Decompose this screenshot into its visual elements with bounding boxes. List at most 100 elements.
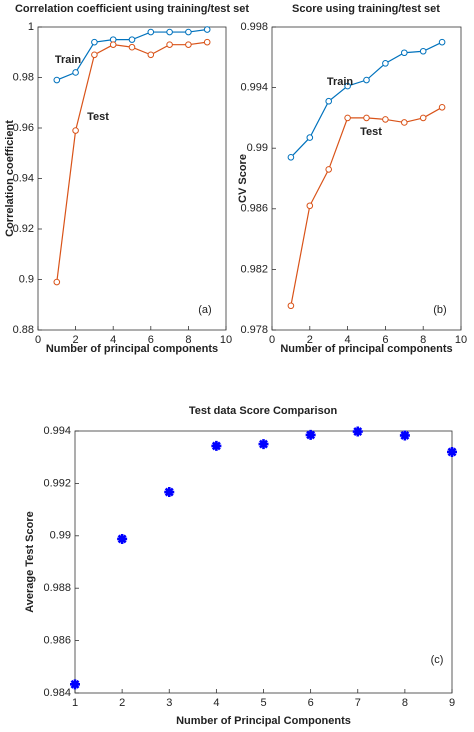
point xyxy=(203,38,211,46)
x-tick-label: 0 xyxy=(269,334,275,346)
y-tick-label: 0.94 xyxy=(13,172,34,184)
series-label: Test xyxy=(87,111,109,123)
point xyxy=(117,533,128,544)
point xyxy=(382,60,389,67)
y-tick-label: 0.986 xyxy=(43,635,71,647)
point xyxy=(166,28,173,36)
x-tick-label: 6 xyxy=(382,334,388,346)
point xyxy=(91,51,98,59)
plot-frame xyxy=(74,430,453,694)
y-axis-label: Correlation coefficient xyxy=(4,120,16,237)
series-label: Test xyxy=(360,126,382,138)
plot-frame xyxy=(271,26,462,331)
x-tick-label: 3 xyxy=(166,697,172,709)
point xyxy=(128,43,136,51)
y-tick-label: 0.988 xyxy=(43,582,71,594)
point xyxy=(70,679,80,690)
point xyxy=(344,82,351,90)
y-tick-label: 0.994 xyxy=(240,82,268,94)
point xyxy=(306,134,314,141)
point xyxy=(344,114,351,122)
x-tick-label: 6 xyxy=(308,697,314,709)
point xyxy=(258,439,269,450)
point xyxy=(419,47,427,55)
point xyxy=(128,36,136,43)
y-tick-label: 0.92 xyxy=(13,223,34,235)
y-tick-label: 0.986 xyxy=(240,203,268,215)
y-tick-label: 0.99 xyxy=(50,530,71,542)
y-tick-label: 0.96 xyxy=(13,122,34,134)
point xyxy=(447,446,457,457)
point xyxy=(401,119,408,126)
plot-frame xyxy=(37,26,227,331)
point xyxy=(401,49,408,57)
y-axis-label: CV Score xyxy=(237,154,249,203)
point xyxy=(166,41,173,48)
x-axis-label: Number of Principal Components xyxy=(176,715,351,727)
y-tick-label: 0.99 xyxy=(247,142,268,154)
x-tick-label: 10 xyxy=(455,334,467,346)
annotation: (b) xyxy=(433,304,446,316)
annotation: (c) xyxy=(431,654,444,666)
point xyxy=(306,202,314,210)
series-label: Train xyxy=(327,76,354,88)
point xyxy=(399,430,410,441)
point xyxy=(363,76,370,84)
point xyxy=(419,114,427,122)
x-tick-label: 7 xyxy=(355,697,361,709)
point xyxy=(325,166,333,173)
x-tick-label: 8 xyxy=(402,697,408,709)
x-tick-label: 4 xyxy=(213,697,219,709)
point xyxy=(164,487,175,498)
y-tick-label: 0.978 xyxy=(240,324,268,336)
x-tick-label: 10 xyxy=(220,334,232,346)
point xyxy=(287,302,295,310)
y-tick-label: 0.9 xyxy=(19,273,34,285)
x-tick-label: 6 xyxy=(148,334,154,346)
point xyxy=(325,97,333,105)
y-tick-label: 0.982 xyxy=(240,263,268,275)
point xyxy=(352,426,363,437)
point xyxy=(109,41,117,48)
chart-title: Correlation coefficient using training/t… xyxy=(15,3,249,15)
x-tick-label: 1 xyxy=(72,697,78,709)
point xyxy=(305,429,316,440)
point xyxy=(185,28,192,36)
y-tick-label: 0.998 xyxy=(240,21,268,33)
point xyxy=(53,76,61,84)
annotation: (a) xyxy=(198,304,211,316)
point xyxy=(382,116,389,123)
x-tick-label: 9 xyxy=(449,697,455,709)
y-axis-label: Average Test Score xyxy=(24,511,36,613)
x-axis-label: Number of principal components xyxy=(280,343,452,355)
point xyxy=(185,41,192,48)
point xyxy=(53,278,61,286)
x-tick-label: 8 xyxy=(420,334,426,346)
y-tick-label: 0.994 xyxy=(43,425,71,437)
y-tick-label: 0.992 xyxy=(43,477,71,489)
point xyxy=(203,26,211,33)
x-tick-label: 2 xyxy=(119,697,125,709)
point xyxy=(438,38,446,46)
y-tick-label: 0.88 xyxy=(13,324,34,336)
series-line xyxy=(290,41,443,158)
x-tick-label: 5 xyxy=(260,697,266,709)
x-tick-label: 4 xyxy=(345,334,351,346)
point xyxy=(147,51,155,59)
chart-title: Score using training/test set xyxy=(292,3,440,15)
x-tick-label: 2 xyxy=(307,334,313,346)
y-tick-label: 1 xyxy=(28,21,34,33)
point xyxy=(287,153,295,161)
point xyxy=(91,38,98,46)
y-tick-label: 0.984 xyxy=(43,687,71,699)
series-label: Train xyxy=(55,54,82,66)
point xyxy=(72,69,79,76)
x-tick-label: 0 xyxy=(35,334,41,346)
point xyxy=(147,28,155,36)
x-tick-label: 2 xyxy=(73,334,79,346)
series-line xyxy=(56,41,208,283)
y-tick-label: 0.98 xyxy=(13,71,34,83)
x-tick-label: 4 xyxy=(110,334,116,346)
chart-title: Test data Score Comparison xyxy=(189,405,338,417)
